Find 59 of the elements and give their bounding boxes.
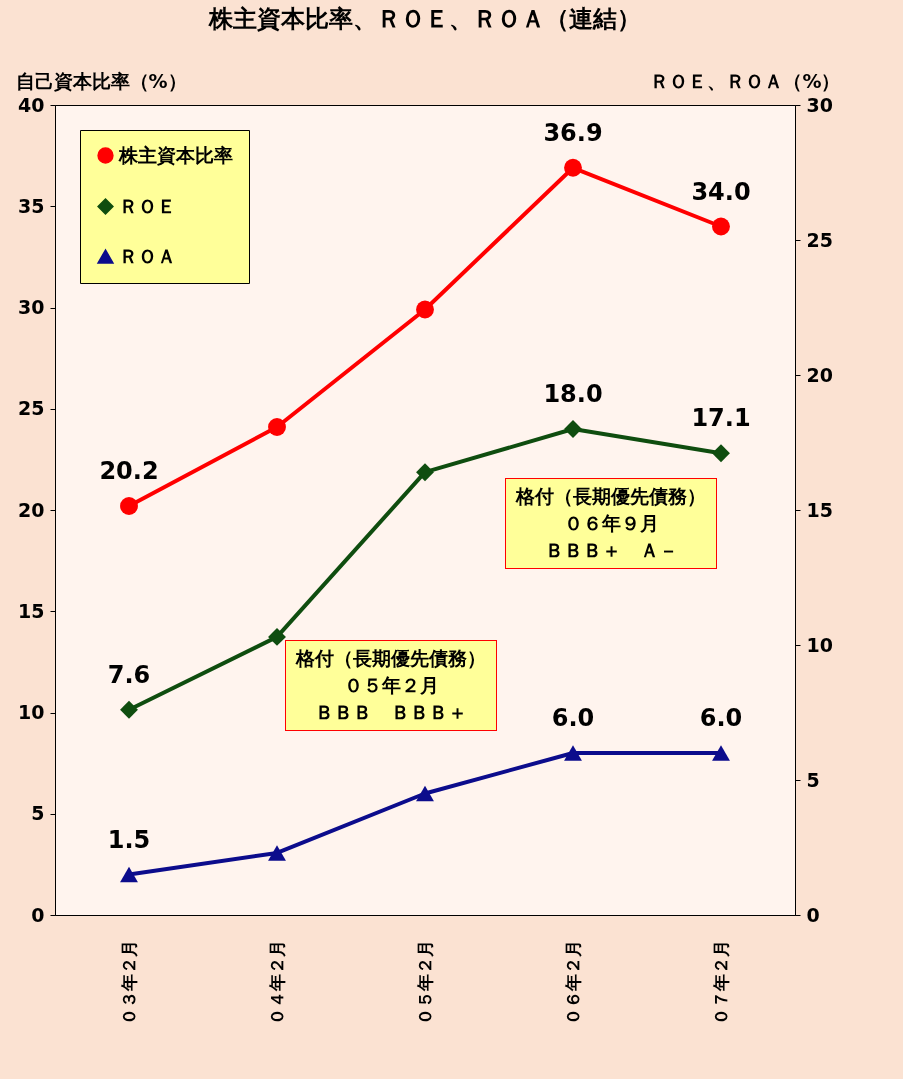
point xyxy=(268,845,286,861)
y2-tick-label: 10 xyxy=(806,633,833,656)
y-tick-label: 40 xyxy=(18,93,45,116)
y-tick-label: 30 xyxy=(18,296,45,318)
annotation: ＢＢＢ ＢＢＢ＋ xyxy=(314,700,468,725)
data-label: 1.5 xyxy=(107,825,151,854)
y2-tick-label: 5 xyxy=(806,768,820,791)
point xyxy=(120,497,138,515)
point xyxy=(416,785,434,802)
point xyxy=(712,217,730,236)
point xyxy=(416,300,434,319)
x-tick-label: ０７年２月 xyxy=(710,939,731,1025)
point xyxy=(120,700,138,719)
point xyxy=(564,745,582,761)
legend-label: ＲＯＥ xyxy=(119,194,176,217)
y2-tick-label: 0 xyxy=(806,903,820,926)
legend-label: 株主資本比率 xyxy=(118,143,233,166)
y2-tick-label: 20 xyxy=(806,363,833,386)
point xyxy=(120,866,138,883)
annotation: ＢＢＢ＋ Ａ－ xyxy=(543,538,679,563)
data-label: 34.0 xyxy=(691,177,751,206)
data-label: 36.9 xyxy=(543,118,603,147)
y2-axis-title: ＲＯＥ、ＲＯＡ（%） xyxy=(650,69,841,92)
point xyxy=(564,158,582,177)
note-box: 格付（長期優先債務） ０５年２月 ＢＢＢ ＢＢＢ＋ xyxy=(285,640,497,731)
x-tick-label: ０４年２月 xyxy=(266,939,287,1025)
point xyxy=(268,627,286,646)
point xyxy=(416,463,434,482)
x-tick-label: ０５年２月 xyxy=(414,939,435,1025)
note-box: 格付（長期優先債務） ０６年９月 ＢＢＢ＋ Ａ－ xyxy=(505,478,717,569)
annotation: 格付（長期優先債務） xyxy=(516,484,706,509)
chart-title: 株主資本比率、ＲＯＥ、ＲＯＡ（連結） xyxy=(208,5,641,33)
x-tick-label: ０３年２月 xyxy=(118,939,139,1025)
data-label: 20.2 xyxy=(99,456,159,485)
data-label: 18.0 xyxy=(543,380,603,408)
y-tick-label: 15 xyxy=(18,599,45,622)
point xyxy=(564,420,582,438)
x-tick-label: ０６年２月 xyxy=(562,939,583,1025)
y2-tick-label: 30 xyxy=(806,93,833,116)
point xyxy=(712,444,730,463)
data-label: 7.6 xyxy=(107,660,151,689)
legend-label: ＲＯＡ xyxy=(119,244,176,267)
data-label: 6.0 xyxy=(699,704,743,732)
y2-tick-label: 15 xyxy=(806,498,833,521)
y-tick-label: 35 xyxy=(18,194,45,217)
annotation: ０６年９月 xyxy=(562,511,660,536)
y-tick-label: 10 xyxy=(18,701,45,723)
point xyxy=(268,418,286,436)
y2-tick-label: 25 xyxy=(806,228,833,251)
y-tick-label: 20 xyxy=(18,498,45,521)
y-axis-title: 自己資本比率（%） xyxy=(15,69,187,92)
point xyxy=(712,745,730,761)
annotation: 格付（長期優先債務） xyxy=(296,646,486,671)
y-tick-label: 5 xyxy=(31,802,45,825)
data-label: 17.1 xyxy=(691,404,751,433)
y-tick-label: 0 xyxy=(31,903,45,926)
y-tick-label: 25 xyxy=(18,397,45,420)
data-label: 6.0 xyxy=(551,704,595,732)
annotation: ０５年２月 xyxy=(342,673,440,698)
